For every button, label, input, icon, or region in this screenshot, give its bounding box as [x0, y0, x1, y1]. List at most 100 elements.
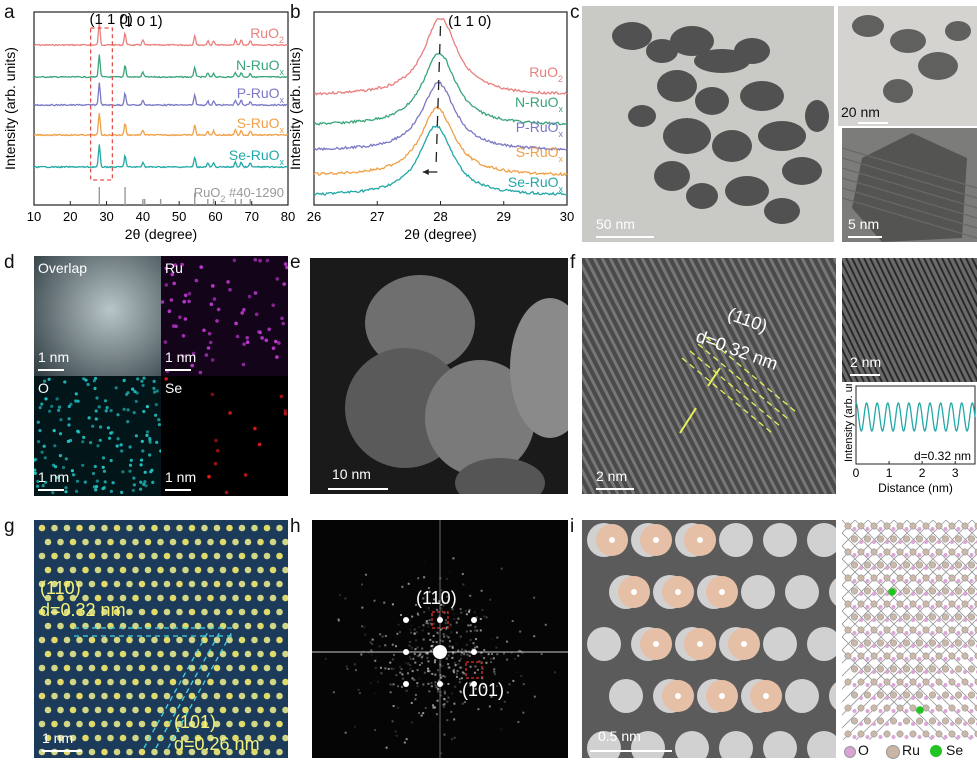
- simulated-atom-column: [719, 523, 753, 557]
- atom-column: [201, 664, 208, 672]
- o-atom: [885, 670, 889, 674]
- atom-column: [94, 706, 102, 714]
- noise-pixel: [490, 695, 493, 698]
- ru-atom: [922, 548, 930, 556]
- atom-column: [101, 664, 108, 672]
- noise-pixel: [482, 681, 485, 684]
- series-label: P-RuOx: [516, 119, 564, 139]
- o-atom: [898, 566, 902, 570]
- eds-dot: [128, 469, 132, 473]
- atom-column: [257, 538, 264, 546]
- atom-column: [244, 594, 252, 602]
- eds-dot: [187, 299, 191, 304]
- ru-atom: [935, 522, 943, 530]
- noise-pixel: [427, 622, 430, 625]
- atom-column: [157, 594, 164, 602]
- ru-atom: [916, 613, 923, 621]
- lattice-fringe: [582, 419, 620, 494]
- ru-atom: [955, 665, 962, 673]
- scale-label: 1 nm: [38, 349, 70, 365]
- noise-pixel: [443, 733, 446, 736]
- noise-pixel: [436, 631, 439, 634]
- o-atom: [963, 722, 967, 726]
- atom-column: [207, 650, 214, 658]
- o-atom: [943, 683, 948, 687]
- eds-dot: [202, 328, 206, 333]
- lattice-fringe: [672, 258, 796, 494]
- atom-column: [194, 566, 202, 574]
- atom-column: [76, 580, 83, 588]
- ru-atom: [974, 704, 977, 712]
- y-axis-label: Intensity (arb. units): [2, 47, 18, 170]
- legend-label-o: O: [858, 742, 869, 758]
- atom-column: [213, 580, 221, 588]
- panel-h: h (110) (101): [290, 510, 575, 765]
- noise-pixel: [453, 668, 456, 671]
- bond: [842, 649, 933, 740]
- x-tick-label: 20: [63, 209, 77, 224]
- ru-atom: [955, 613, 962, 621]
- ru-atom: [870, 678, 878, 686]
- lattice-fringe: [953, 258, 977, 308]
- noise-pixel: [442, 683, 445, 686]
- eds-dot: [169, 298, 174, 302]
- noise-pixel: [442, 604, 445, 607]
- noise-pixel: [427, 632, 430, 635]
- noise-pixel: [413, 628, 416, 631]
- lattice-fringe: [923, 258, 977, 370]
- lattice-fringe: [842, 334, 865, 382]
- ru-atom: [870, 548, 878, 556]
- ru-atom: [844, 574, 852, 582]
- eds-dot: [183, 293, 188, 298]
- o-atom: [898, 696, 902, 700]
- atom-column: [182, 650, 189, 658]
- ru-atom: [942, 639, 949, 647]
- diffraction-spot: [471, 617, 477, 623]
- eds-dot: [94, 409, 98, 413]
- atom-column: [119, 734, 127, 742]
- series-label: S-RuOx: [237, 115, 285, 135]
- noise-pixel: [447, 682, 450, 685]
- ru-atom: [935, 652, 943, 660]
- lattice-fringe: [584, 258, 708, 494]
- noise-pixel: [440, 609, 443, 612]
- eds-dot: [240, 311, 244, 315]
- eds-dot: [40, 402, 44, 406]
- noise-pixel: [429, 649, 432, 652]
- eds-dot: [275, 277, 280, 281]
- atom-center: [697, 537, 703, 543]
- noise-pixel: [391, 603, 394, 606]
- atom-column: [201, 720, 208, 728]
- o-atom: [878, 683, 883, 687]
- atom-column: [88, 580, 96, 588]
- atom-center: [609, 537, 615, 543]
- o-atom: [865, 579, 870, 583]
- eds-dot: [94, 417, 98, 421]
- eds-dot: [95, 479, 99, 483]
- ru-atom: [844, 548, 852, 556]
- atom-column: [244, 678, 252, 686]
- noise-pixel: [460, 691, 463, 694]
- atom-column: [101, 524, 108, 532]
- ru-atom: [942, 535, 949, 543]
- lattice-fringe: [905, 258, 967, 382]
- noise-pixel: [434, 684, 437, 687]
- eds-dot: [139, 487, 143, 491]
- noise-pixel: [430, 645, 433, 648]
- noise-pixel: [425, 651, 428, 654]
- eds-dot: [232, 258, 237, 263]
- noise-pixel: [473, 671, 476, 674]
- atom-column: [263, 524, 271, 532]
- atom-column: [82, 538, 89, 546]
- ru-atom: [909, 626, 917, 634]
- o-atom: [898, 618, 902, 622]
- noise-pixel: [444, 622, 447, 625]
- noise-pixel: [375, 656, 378, 659]
- ru-atom: [942, 561, 949, 569]
- ru-atom: [864, 665, 871, 673]
- noise-pixel: [439, 628, 442, 631]
- se-atom: [888, 588, 896, 596]
- noise-pixel: [392, 667, 395, 670]
- atom-center: [763, 693, 769, 699]
- eds-dot: [106, 426, 110, 430]
